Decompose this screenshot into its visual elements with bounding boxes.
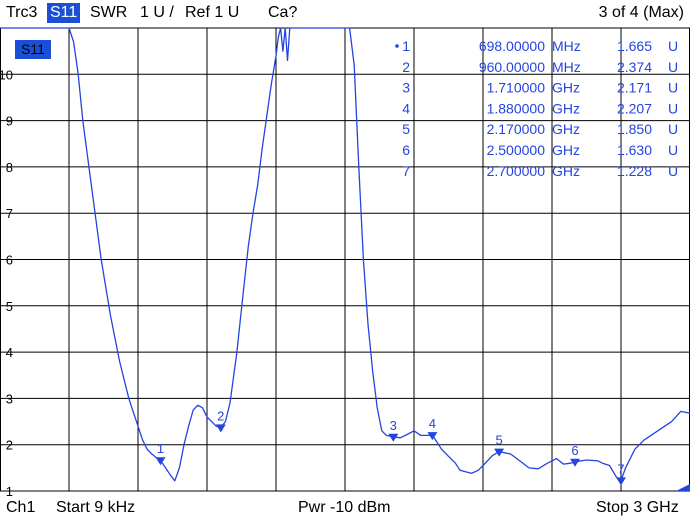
marker-stimulus-unit: MHz [552, 59, 581, 75]
y-tick-label: 8 [6, 160, 13, 175]
marker-stimulus-unit: MHz [552, 38, 581, 54]
calibration-status: Ca? [268, 4, 298, 21]
marker-stimulus-unit: GHz [552, 100, 580, 116]
marker-response: 2.207 [617, 100, 652, 116]
marker-response-unit: U [668, 80, 678, 96]
marker-label-5: 5 [495, 433, 502, 448]
stop-marker-arrow [676, 484, 690, 491]
marker-stimulus: 2.170000 [487, 121, 546, 137]
marker-response: 2.171 [617, 80, 652, 96]
marker-stimulus: 1.710000 [487, 80, 546, 96]
y-axis-ticks: 10 9 8 7 6 5 4 3 2 1 [0, 67, 13, 499]
marker-number: 6 [402, 142, 410, 158]
marker-response-unit: U [668, 38, 678, 54]
marker-triangle-6 [570, 458, 580, 467]
start-frequency[interactable]: Start 9 kHz [56, 499, 136, 516]
marker-label-7: 7 [617, 461, 624, 476]
window-status: 3 of 4 (Max) [598, 4, 684, 21]
marker-stimulus-unit: GHz [552, 142, 580, 158]
marker-row-5[interactable]: 5 2.170000 GHz 1.850 U [402, 121, 678, 137]
marker-triangle-1 [155, 457, 166, 466]
marker-row-6[interactable]: 6 2.500000 GHz 1.630 U [402, 142, 678, 158]
marker-glyphs: 1 2 3 4 5 6 7 [155, 408, 626, 486]
y-tick-label: 6 [6, 253, 13, 268]
y-tick-label: 4 [6, 345, 13, 360]
marker-number: 3 [402, 80, 410, 96]
marker-row-3[interactable]: 3 1.710000 GHz 2.171 U [402, 80, 678, 96]
marker-response: 1.850 [617, 121, 652, 137]
marker-triangle-5 [494, 448, 505, 457]
marker-stimulus: 2.700000 [487, 163, 546, 179]
marker-row-7[interactable]: 7 2.700000 GHz 1.228 U [402, 163, 678, 179]
marker-row-1[interactable]: 1 698.00000 MHz 1.665 U [395, 38, 678, 54]
trace-format[interactable]: SWR [90, 4, 128, 21]
marker-number: 7 [402, 163, 410, 179]
trace-tag[interactable]: S11 [15, 40, 51, 59]
marker-response-unit: U [668, 59, 678, 75]
marker-number: 4 [402, 100, 410, 116]
marker-number: 2 [402, 59, 410, 75]
y-tick-label: 1 [6, 484, 13, 499]
trace-parameter-badge[interactable]: S11 [47, 3, 81, 23]
marker-stimulus: 1.880000 [487, 100, 546, 116]
marker-stimulus: 698.00000 [479, 38, 545, 54]
trace-scale[interactable]: 1 U / [140, 4, 174, 21]
marker-triangle-7 [616, 477, 626, 486]
marker-stimulus: 2.500000 [487, 142, 546, 158]
marker-response-unit: U [668, 163, 678, 179]
marker-response-unit: U [668, 121, 678, 137]
marker-stimulus-unit: GHz [552, 163, 580, 179]
marker-label-6: 6 [571, 443, 578, 458]
chart-grid [0, 27, 690, 492]
marker-stimulus-unit: GHz [552, 121, 580, 137]
active-marker-dot [395, 44, 399, 48]
y-tick-label: 9 [6, 114, 13, 129]
marker-response: 1.630 [617, 142, 652, 158]
y-tick-label: 5 [6, 299, 13, 314]
trace-name[interactable]: Trc3 [6, 4, 38, 21]
marker-triangle-3 [388, 433, 399, 442]
y-tick-label: 2 [6, 438, 13, 453]
marker-response: 1.665 [617, 38, 652, 54]
marker-label-3: 3 [390, 418, 397, 433]
y-tick-label: 7 [6, 206, 13, 221]
marker-number: 1 [402, 38, 410, 54]
marker-stimulus-unit: GHz [552, 80, 580, 96]
marker-response-unit: U [668, 100, 678, 116]
channel-label[interactable]: Ch1 [6, 499, 36, 516]
trace-reference[interactable]: Ref 1 U [185, 4, 240, 21]
marker-response-unit: U [668, 142, 678, 158]
marker-triangle-4 [427, 432, 438, 441]
y-tick-label: 10 [0, 67, 13, 82]
marker-triangle-2 [215, 424, 226, 433]
marker-label-1: 1 [157, 441, 164, 456]
source-power[interactable]: Pwr -10 dBm [298, 499, 391, 516]
marker-stimulus: 960.00000 [479, 59, 545, 75]
marker-row-4[interactable]: 4 1.880000 GHz 2.207 U [402, 100, 678, 116]
marker-label-4: 4 [429, 416, 436, 431]
marker-label-2: 2 [217, 408, 224, 423]
trace-header: Trc3 S11 SWR 1 U / Ref 1 U Ca? 3 of 4 (M… [0, 0, 690, 28]
channel-footer: Ch1 Start 9 kHz Pwr -10 dBm Stop 3 GHz [0, 497, 690, 519]
marker-row-2[interactable]: 2 960.00000 MHz 2.374 U [402, 59, 678, 75]
marker-number: 5 [402, 121, 410, 137]
s11-swr-trace [0, 27, 690, 482]
marker-table: 1 698.00000 MHz 1.665 U 2 960.00000 MHz 2.374 U 3 1… [395, 38, 678, 179]
marker-response: 2.374 [617, 59, 652, 75]
marker-response: 1.228 [617, 163, 652, 179]
y-tick-label: 3 [6, 391, 13, 406]
stop-frequency[interactable]: Stop 3 GHz [596, 499, 679, 516]
